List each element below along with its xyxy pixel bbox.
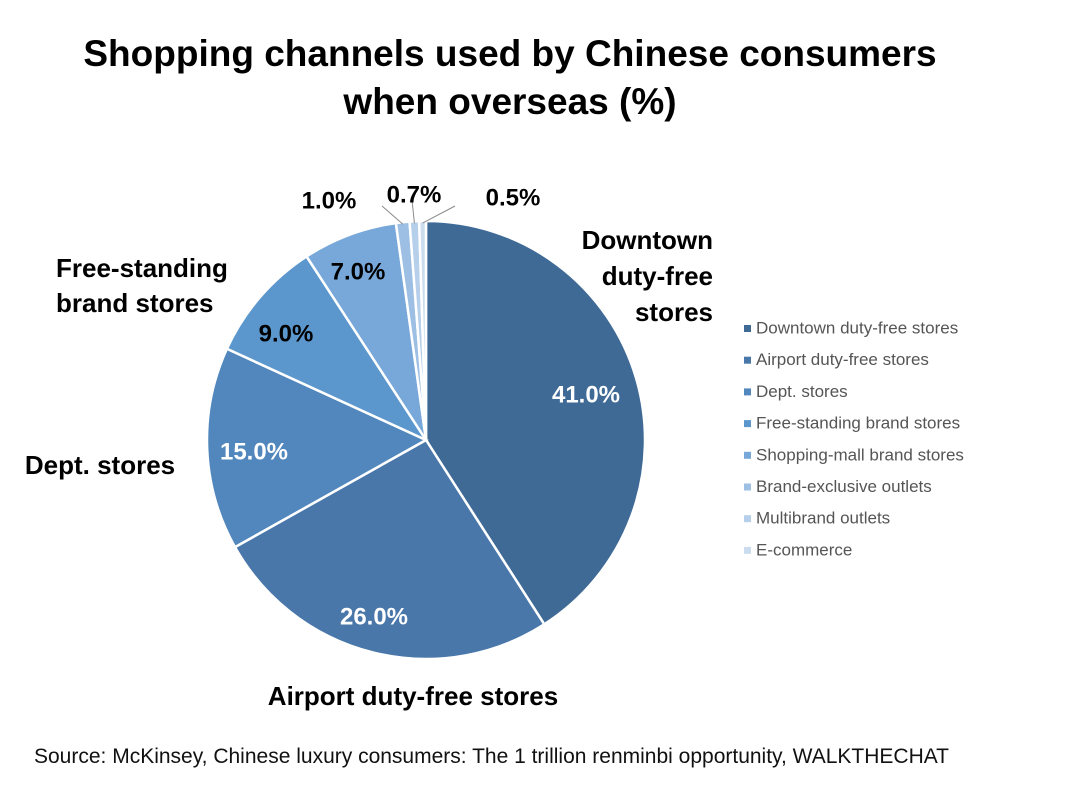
data-label-downtown-duty-free-stores: 41.0% [552, 381, 620, 408]
data-label-airport-duty-free-stores: 26.0% [340, 603, 408, 630]
legend: Downtown duty-free stores Airport duty-fr… [744, 318, 964, 559]
legend-swatch-e-commerce [744, 546, 751, 554]
legend-swatch-airport-duty-free-stores [744, 356, 751, 364]
data-label-shopping-mall-brand-stores: 7.0% [331, 258, 386, 285]
category-callouts: Downtown duty-free stores Airport duty-free… [25, 225, 713, 711]
source-note: Source: McKinsey, Chinese luxury consume… [34, 745, 950, 768]
pie-slices [205, 219, 647, 661]
leader-line-brand-exclusive-outlets [381, 205, 404, 225]
legend-label-multibrand-outlets: Multibrand outlets [756, 509, 890, 528]
pie-slice-dept-stores [205, 347, 429, 549]
chart-title: Shopping channels used by Chinese consum… [0, 30, 1020, 126]
callout-free-standing-brand-stores: Free-standing brand stores [56, 253, 228, 318]
data-label-e-commerce: 0.5% [486, 184, 541, 211]
legend-swatch-dept-stores [744, 388, 751, 396]
data-label-brand-exclusive-outlets: 1.0% [302, 187, 357, 214]
legend-label-downtown-duty-free-stores: Downtown duty-free stores [756, 318, 958, 337]
legend-swatch-multibrand-outlets [744, 515, 751, 523]
leader-lines [381, 199, 456, 225]
data-labels: 41.0% 26.0% 15.0% 9.0% 7.0% 1.0% 0.7% 0.5% [220, 181, 620, 630]
pie-slice-airport-duty-free-stores [233, 438, 547, 661]
legend-label-e-commerce: E-commerce [756, 540, 852, 559]
leader-line-multibrand-outlets [411, 199, 415, 224]
callout-downtown-duty-free-stores: Downtown duty-free stores [582, 225, 713, 327]
pie-slice-free-standing-brand-stores [225, 254, 430, 443]
data-label-multibrand-outlets: 0.7% [387, 181, 442, 208]
legend-label-shopping-mall-brand-stores: Shopping-mall brand stores [756, 445, 964, 464]
callout-airport-duty-free-stores: Airport duty-free stores [268, 681, 558, 711]
legend-swatch-free-standing-brand-stores [744, 420, 751, 428]
leader-line-e-commerce [422, 205, 456, 224]
legend-label-dept-stores: Dept. stores [756, 382, 848, 401]
callout-dept-stores: Dept. stores [25, 450, 175, 480]
legend-swatch-shopping-mall-brand-stores [744, 451, 751, 459]
legend-swatch-brand-exclusive-outlets [744, 483, 751, 491]
chart-title-line-2: when overseas (%) [343, 81, 677, 122]
legend-label-brand-exclusive-outlets: Brand-exclusive outlets [756, 477, 932, 496]
data-label-dept-stores: 15.0% [220, 438, 288, 465]
legend-label-free-standing-brand-stores: Free-standing brand stores [756, 414, 960, 433]
legend-swatch-downtown-duty-free-stores [744, 325, 751, 332]
data-label-free-standing-brand-stores: 9.0% [259, 320, 314, 347]
chart-title-line-1: Shopping channels used by Chinese consum… [83, 33, 937, 74]
legend-label-airport-duty-free-stores: Airport duty-free stores [756, 350, 929, 369]
